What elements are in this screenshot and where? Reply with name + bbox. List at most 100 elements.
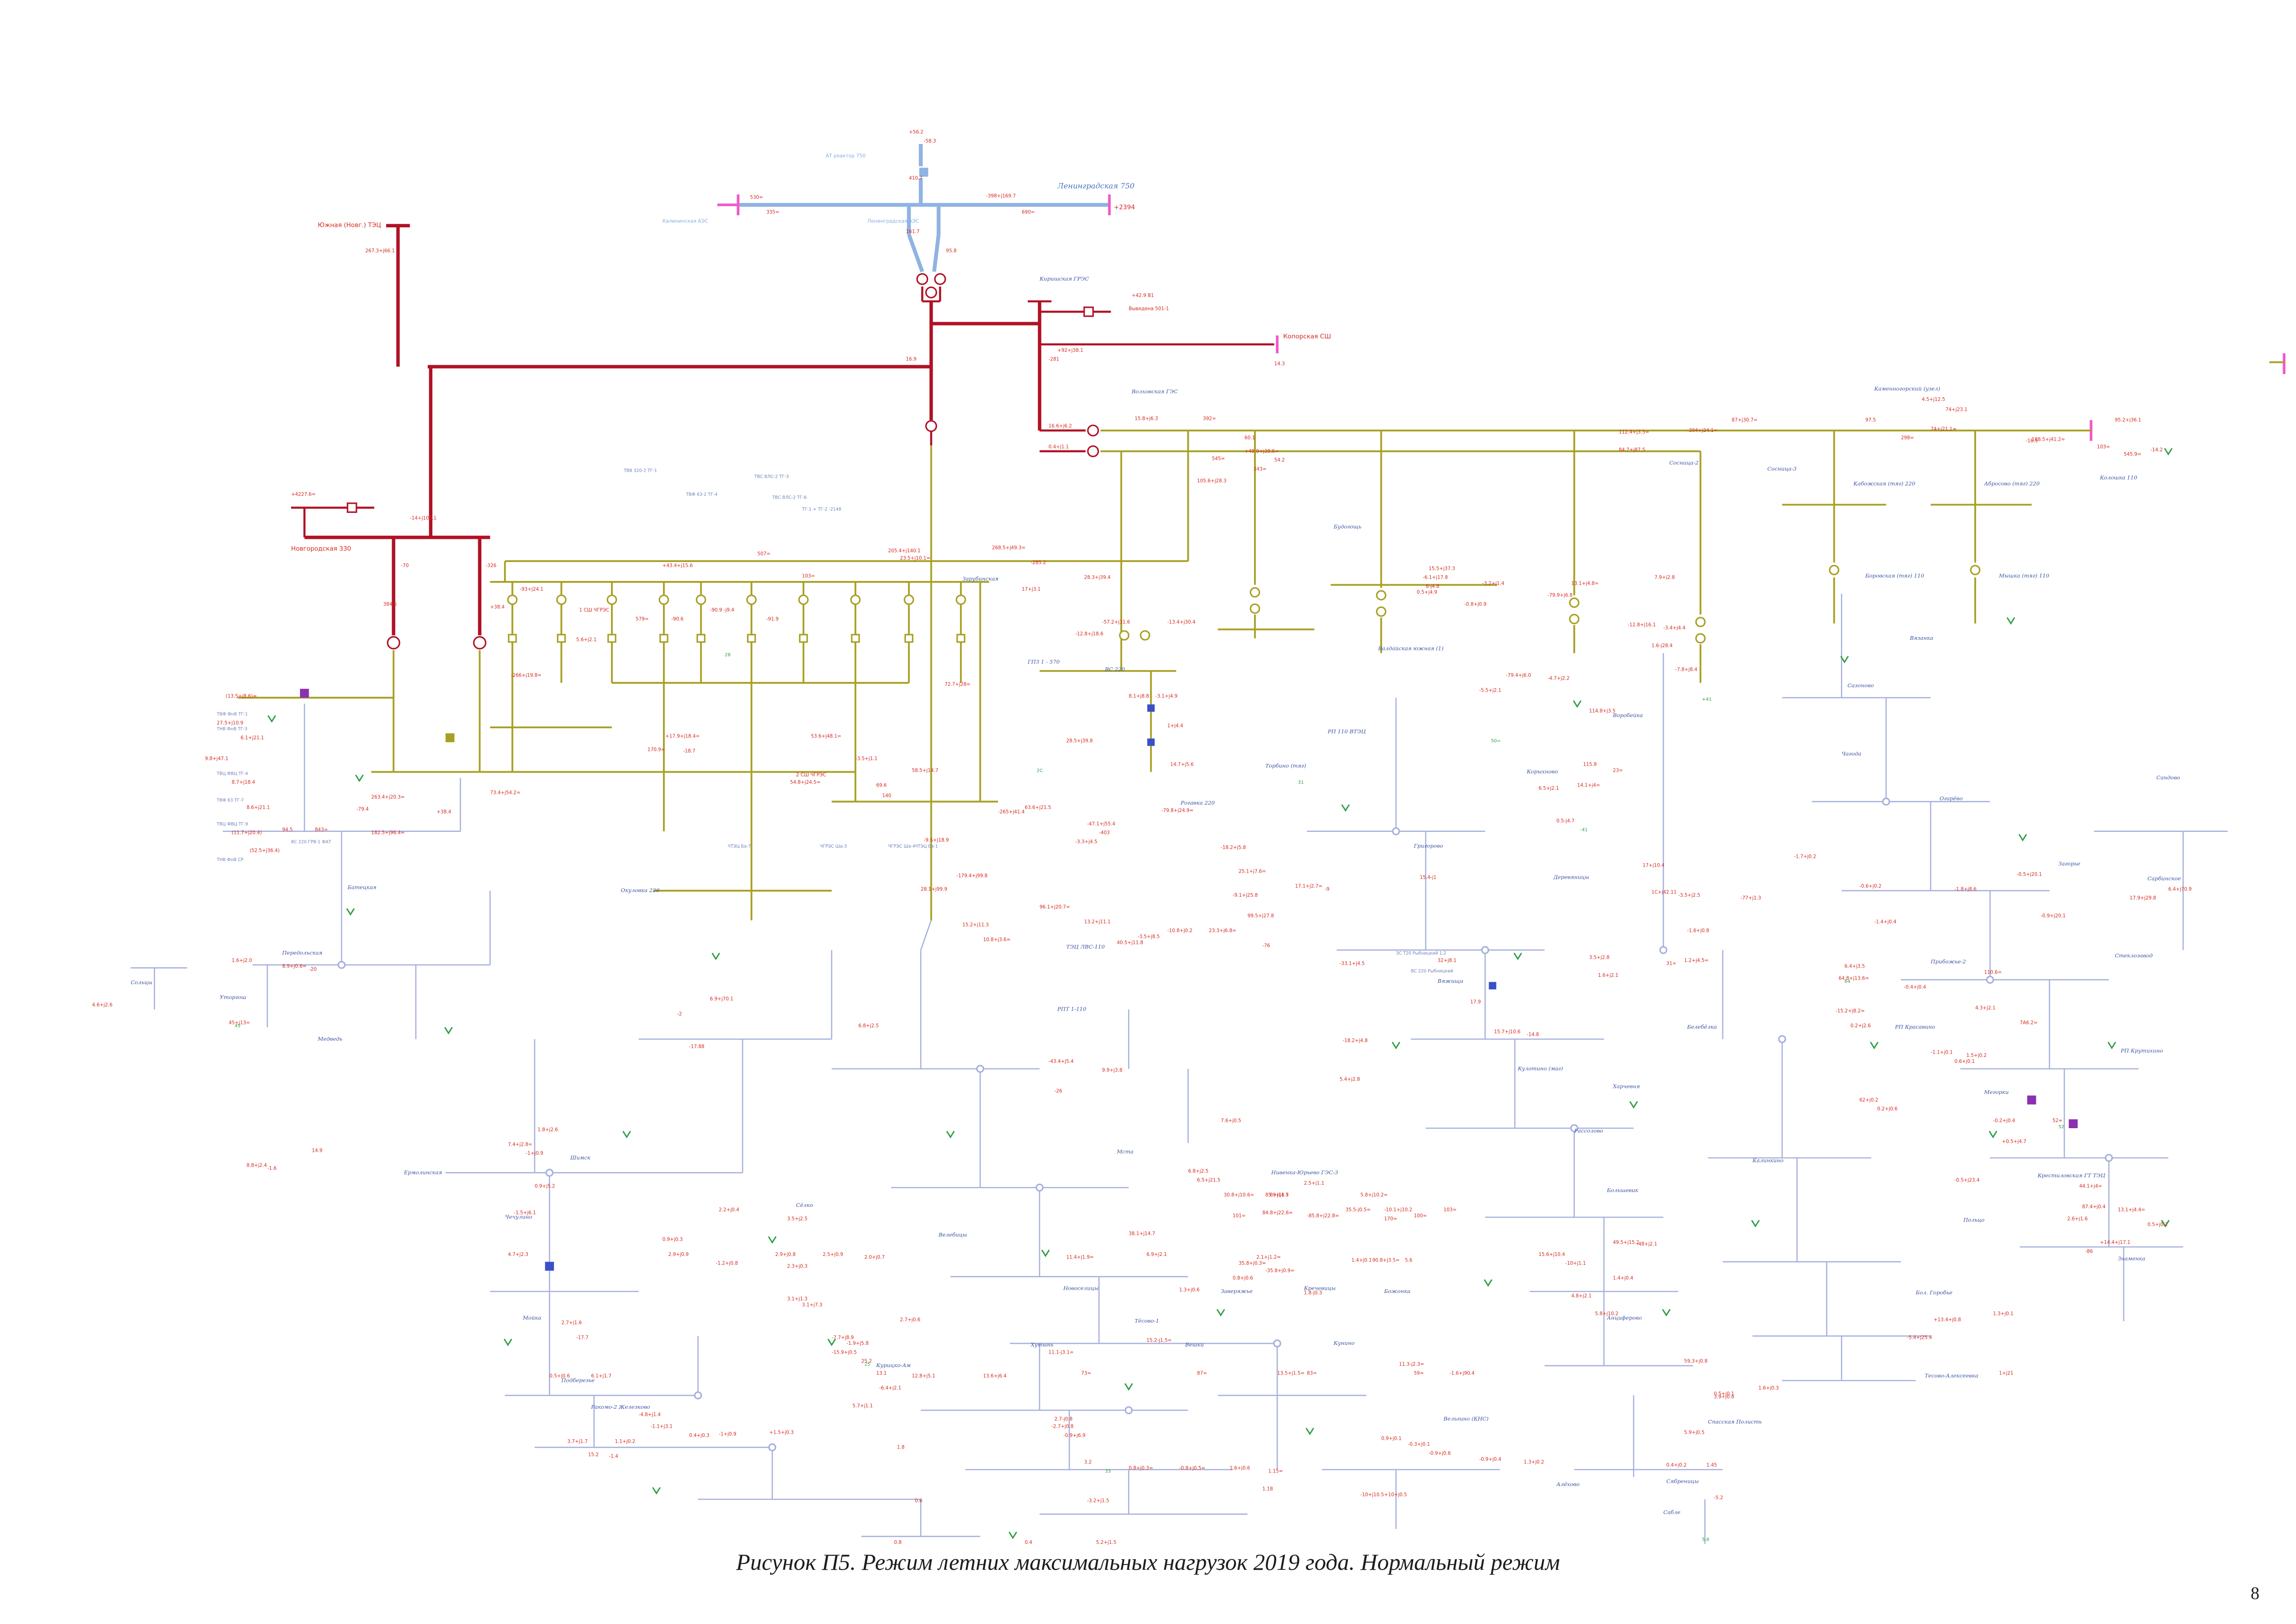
flow-value-label: 690= <box>1022 210 1035 215</box>
flow-value-label: +42.9 В1 <box>1132 293 1154 298</box>
flow-value-label: +38.4 <box>490 605 505 610</box>
station-name-label: Колошка 110 <box>2100 475 2138 481</box>
flow-value-label: -0.5+j20.1 <box>2017 872 2042 877</box>
flow-value-label: 64.8+j13.6= <box>1839 975 1869 981</box>
flow-value-label: 4.3+j2.1 <box>1975 1005 1996 1011</box>
flow-value-label: 100= <box>1414 1213 1427 1218</box>
flow-value-label: 1.2+j4.5= <box>1684 958 1709 963</box>
flow-value-label: 0.9+j5.2 <box>535 1183 555 1189</box>
flow-value-label: 38.1+j14.7 <box>1129 1231 1155 1237</box>
equipment-label: ТВС ВЛС-2 ТГ-6 <box>772 495 806 500</box>
flow-value-label: -35.8+j0.9= <box>1265 1268 1294 1274</box>
page-number: 8 <box>2251 1584 2259 1603</box>
station-name-label: Велебицы <box>938 1231 967 1238</box>
load-arrows-layer <box>267 448 2173 1539</box>
power-line-lines-750 <box>932 234 941 272</box>
flow-value-label: -1.6 <box>267 1166 276 1171</box>
breaker-square-icon <box>1083 306 1094 317</box>
flow-value-label: -47.1+j55.4 <box>1087 821 1115 827</box>
station-name-label: Хутынь <box>1030 1341 1054 1348</box>
flow-value-label: 343= <box>1254 466 1267 472</box>
flow-value-label: 7А6.2= <box>2020 1020 2037 1026</box>
flow-value-label: 13.1+j4.4= <box>2118 1207 2145 1213</box>
flow-value-label: 0.9+j0.3 <box>662 1237 683 1243</box>
flow-value-label: 17.9 <box>1470 999 1481 1005</box>
flow-value-label: -17.7 <box>576 1335 589 1340</box>
load-arrow-icon <box>622 1131 631 1138</box>
flow-value-label: -17.88 <box>689 1044 705 1049</box>
flow-value-label: -57.2+j31.6 <box>1102 619 1130 625</box>
green-value-label: 28 <box>725 652 731 657</box>
substation-square-icon <box>919 168 929 177</box>
flow-value-label: 1.6-j28.4 <box>1652 643 1673 649</box>
transformer-icon <box>798 594 809 605</box>
station-name-label: Медведь <box>318 1036 343 1042</box>
flow-value-label: 3.7+j1.7 <box>568 1439 588 1444</box>
flow-value-label: -10+j10.5 <box>1360 1492 1384 1498</box>
transformer-icon <box>1695 617 1706 627</box>
flow-value-label: -10+j1.1 <box>1566 1261 1586 1266</box>
flow-value-label: 1.6+j0.6 <box>1229 1466 1250 1471</box>
equipment-label: ЧТЭЦ Ба-1 <box>915 844 938 849</box>
load-arrow-icon <box>1391 1042 1401 1049</box>
breaker-square-icon <box>508 634 517 643</box>
flow-value-label: +4227.6= <box>291 492 316 497</box>
flow-value-label: 15.2-j1.5= <box>1147 1338 1172 1343</box>
flow-value-label: 17.1+j2.7= <box>1295 884 1323 889</box>
flow-value-label: 84.8+j22.6= <box>1262 1210 1293 1216</box>
transformer-icon <box>746 594 757 605</box>
substation-square-icon <box>1147 704 1155 712</box>
flow-value-label: 0.2+j2.6 <box>1851 1023 1871 1029</box>
transformer-icon <box>1970 565 1981 575</box>
substation-square-icon <box>445 733 455 743</box>
flow-value-label: 1.18 <box>1262 1486 1273 1492</box>
flow-value-label: +38.4 <box>437 809 451 815</box>
flow-value-label: 63.6+j21.5 <box>1025 805 1051 811</box>
flow-value-label: -58.3 <box>924 138 936 144</box>
key-label: Ленинградская 750 <box>1057 181 1135 190</box>
station-name-label: Ермолинская <box>404 1169 443 1175</box>
station-name-label: Сарбинское <box>2147 875 2181 882</box>
green-value-label: 52 <box>2059 1124 2065 1130</box>
breaker-square-icon <box>956 634 966 643</box>
flow-value-label: 115.8 <box>1583 762 1597 768</box>
breaker-square-icon <box>347 502 357 513</box>
load-arrow-icon <box>346 908 355 916</box>
station-name-label: Кречевицы <box>1304 1285 1336 1292</box>
transformer-icon <box>925 286 937 299</box>
external-grid-label: Калининская АЭС <box>662 219 708 224</box>
flow-value-label: 8.8+j2.4 <box>247 1162 267 1168</box>
flow-value-label: 4.6+j2.6 <box>92 1002 112 1008</box>
flow-value-label: 6.8+j2.5 <box>1188 1168 1209 1174</box>
flow-value-label: -13.4+j30.4 <box>1167 619 1196 625</box>
flow-value-label: -0.8+j0.9 <box>1464 601 1486 607</box>
flow-value-label: 3.5+j2.5 <box>787 1216 807 1222</box>
transformer-icon <box>1087 425 1099 437</box>
flow-value-label: -304+j24.1= <box>1687 428 1718 433</box>
station-name-label: Бол. Горобье <box>1915 1289 1953 1296</box>
station-name-label: Сосница-2 <box>1669 460 1698 466</box>
flow-value-label: 6.4+j3.5 <box>1845 964 1865 969</box>
flow-value-label: 298= <box>1901 435 1914 441</box>
external-grid-label: АТ реактор 750 <box>826 153 866 159</box>
station-name-label: Передольская <box>282 949 323 956</box>
flow-value-label: 6.4+j70.9 <box>2168 887 2192 892</box>
labels-layer: +56.2-58.3 410.7 530= 335= -398+j169.7 690= 16… <box>92 130 2192 1545</box>
flow-value-label: -77+j1.3 <box>1741 895 1761 901</box>
flow-value-label: -0.9+j6.9 <box>1063 1433 1086 1438</box>
flow-value-label: -79.4+j6.0 <box>1506 673 1531 678</box>
flow-value-label: 15.8+j6.3 <box>1135 416 1158 421</box>
key-label: Южная (Новг.) ТЭЦ <box>318 222 381 229</box>
station-name-label: Кунино <box>1333 1340 1354 1346</box>
flow-value-label: -14+j105.1 <box>410 515 437 521</box>
flow-value-label: 35.5-j0.5= <box>1346 1207 1371 1213</box>
flow-value-label: 54.8+j24.5= <box>790 780 821 785</box>
flow-value-label: 5.9+j0.5 <box>1684 1430 1704 1436</box>
load-arrow-icon <box>2164 448 2173 456</box>
station-name-label: Деревяницы <box>1553 874 1589 880</box>
substation-square-icon <box>2027 1095 2036 1105</box>
flow-value-label: -5.4+j25.4 <box>1907 1335 1932 1340</box>
load-arrow-icon <box>711 952 720 961</box>
flow-value-label: 2.6+j1.6 <box>2067 1216 2088 1222</box>
